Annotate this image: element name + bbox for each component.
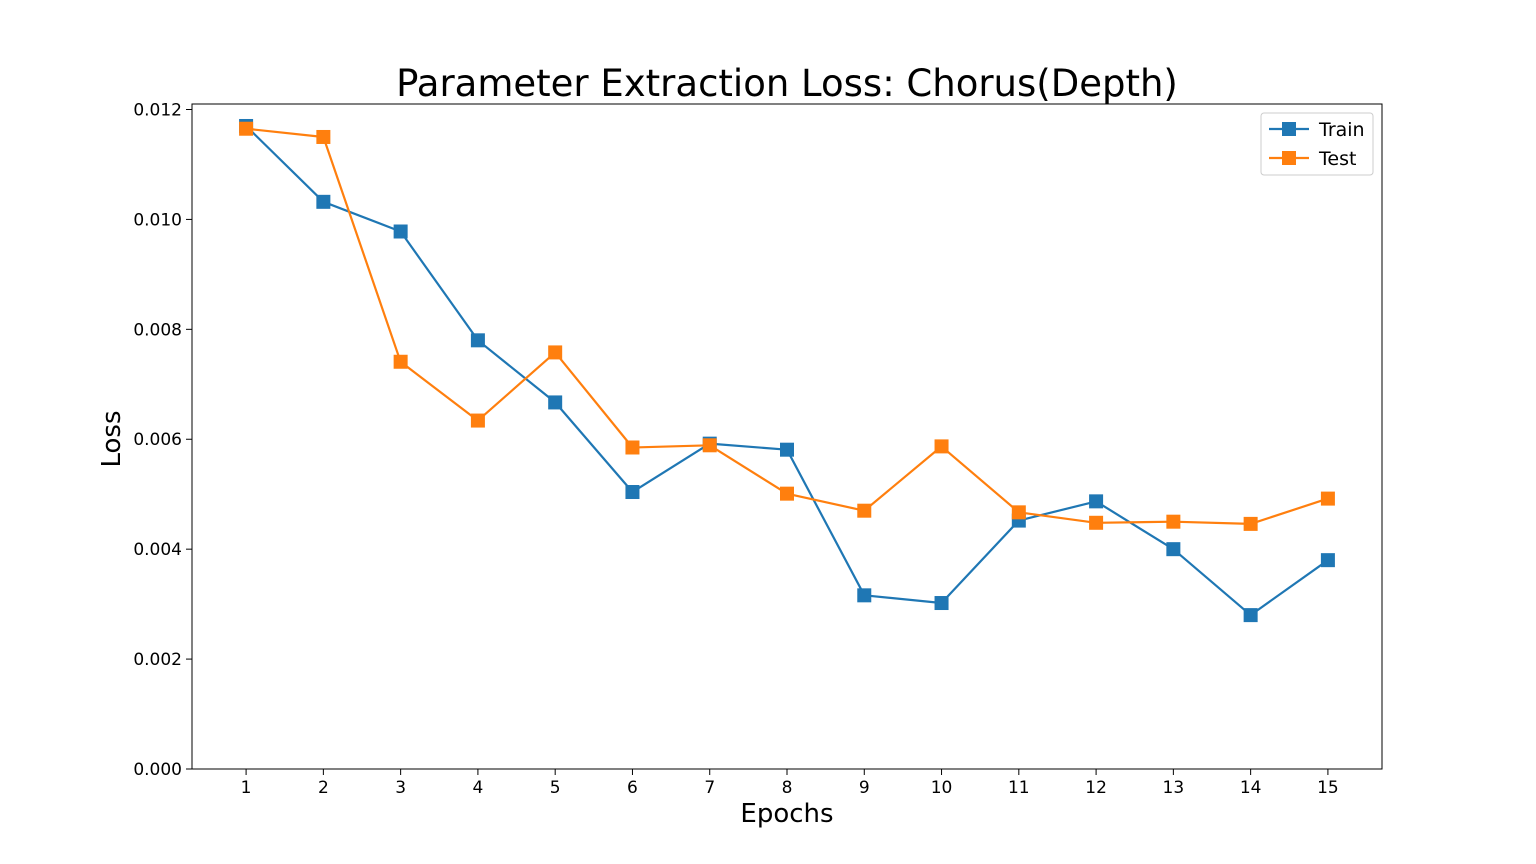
data-point-test xyxy=(470,413,485,428)
legend-label-train: Train xyxy=(1318,119,1365,141)
data-point-test xyxy=(1089,515,1104,530)
x-tick-label: 6 xyxy=(627,778,638,798)
data-point-test xyxy=(702,438,717,453)
series-line-train xyxy=(245,125,1329,617)
x-tick-label: 1 xyxy=(241,778,252,798)
x-tick-label: 2 xyxy=(318,778,329,798)
y-tick-label: 0.006 xyxy=(133,430,182,450)
data-point-train xyxy=(393,224,408,239)
data-point-train xyxy=(934,596,949,611)
x-tick-label: 9 xyxy=(859,778,870,798)
y-tick-label: 0.000 xyxy=(133,760,182,780)
series-line-test xyxy=(245,127,1329,526)
data-point-train xyxy=(625,485,640,500)
data-point-test xyxy=(239,121,254,136)
x-tick-label: 7 xyxy=(704,778,715,798)
y-tick-label: 0.008 xyxy=(133,320,182,340)
legend-marker-test xyxy=(1282,151,1296,165)
x-tick-label: 8 xyxy=(782,778,793,798)
data-point-test xyxy=(1166,514,1181,529)
plot-area: 1 2 3 4 5 6 7 8 9 10 11 12 13 14 150.0000.0020.0040.00… xyxy=(133,100,1383,798)
data-point-test xyxy=(934,439,949,454)
x-tick-label: 15 xyxy=(1317,778,1339,798)
data-point-train xyxy=(780,442,794,457)
data-point-test xyxy=(393,354,408,369)
y-tick-label: 0.012 xyxy=(133,100,182,120)
x-tick-label: 10 xyxy=(931,778,953,798)
x-tick-label: 4 xyxy=(472,778,483,798)
y-axis-title: Loss xyxy=(97,410,127,467)
data-point-test xyxy=(1011,505,1026,520)
data-point-test xyxy=(625,440,640,455)
plot-frame xyxy=(191,103,1383,770)
data-point-test xyxy=(857,503,872,518)
data-point-train xyxy=(857,588,872,603)
legend: Train Test xyxy=(1260,112,1374,176)
y-tick-label: 0.004 xyxy=(133,540,182,560)
data-point-train xyxy=(1166,542,1181,557)
x-tick-label: 13 xyxy=(1163,778,1185,798)
x-tick-label: 12 xyxy=(1085,778,1107,798)
legend-marker-train xyxy=(1282,122,1296,136)
chart-title: Parameter Extraction Loss: Chorus(Depth) xyxy=(396,62,1178,105)
y-tick-label: 0.002 xyxy=(133,650,182,670)
data-point-train xyxy=(316,194,331,209)
data-point-test xyxy=(548,345,563,360)
data-point-train xyxy=(548,395,563,410)
data-point-test xyxy=(780,486,794,501)
data-point-train xyxy=(1089,494,1104,509)
data-point-test xyxy=(1320,491,1335,506)
x-tick-label: 3 xyxy=(395,778,406,798)
x-axis-title: Epochs xyxy=(740,799,833,829)
data-point-test xyxy=(1243,516,1258,531)
data-point-train xyxy=(470,333,485,348)
data-point-test xyxy=(316,129,331,144)
y-tick-label: 0.010 xyxy=(133,210,182,230)
legend-label-test: Test xyxy=(1318,148,1356,170)
data-point-train xyxy=(1243,608,1258,623)
data-point-train xyxy=(1320,553,1335,568)
x-tick-label: 5 xyxy=(550,778,561,798)
x-tick-label: 11 xyxy=(1008,778,1030,798)
x-tick-label: 14 xyxy=(1240,778,1262,798)
